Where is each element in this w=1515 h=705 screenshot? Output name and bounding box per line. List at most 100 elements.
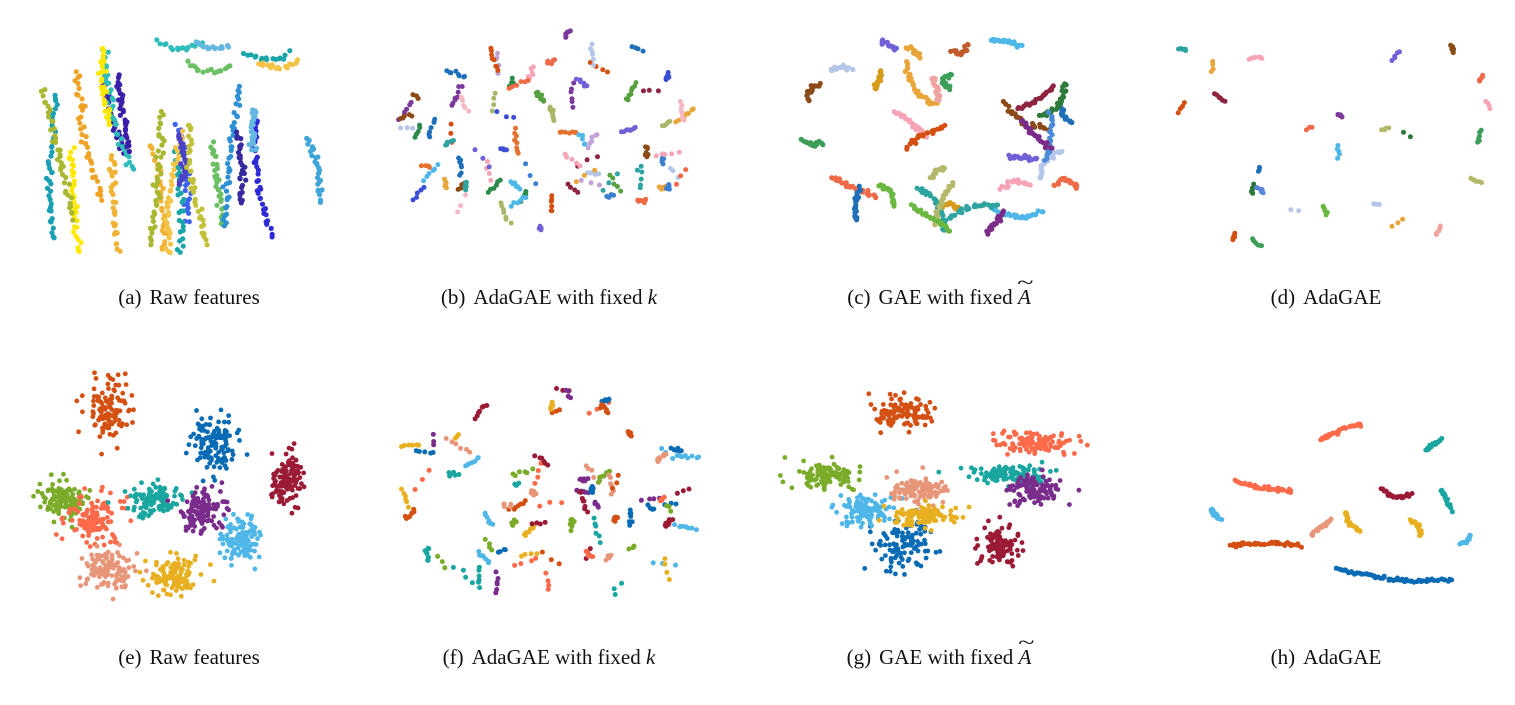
- scatter-point-g: [990, 554, 995, 559]
- scatter-point-b: [430, 168, 436, 173]
- scatter-point-g: [915, 501, 921, 507]
- scatter-point-a: [263, 212, 269, 218]
- scatter-point-g: [844, 514, 849, 520]
- scatter-point-g: [922, 548, 928, 554]
- scatter-point-b: [488, 48, 494, 54]
- scatter-point-e: [286, 458, 292, 464]
- scatter-point-a: [168, 178, 174, 184]
- scatter-point-e: [159, 504, 165, 510]
- scatter-point-g: [940, 504, 945, 510]
- scatter-point-g: [1045, 495, 1051, 501]
- scatter-point-g: [866, 517, 872, 522]
- scatter-point-f: [638, 497, 644, 503]
- scatter-point-c: [917, 55, 923, 61]
- scatter-point-a: [219, 44, 225, 50]
- scatter-point-e: [48, 499, 54, 504]
- scatter-point-e: [197, 517, 203, 523]
- scatter-point-d: [1259, 243, 1264, 249]
- scatter-point-d: [1336, 151, 1342, 157]
- scatter-point-a: [69, 157, 76, 163]
- scatter-point-a: [180, 128, 186, 134]
- scatter-point-e: [301, 484, 307, 490]
- scatter-point-a: [263, 55, 269, 61]
- scatter-point-c: [1049, 145, 1055, 151]
- scatter-point-e: [140, 515, 146, 521]
- scatter-point-g: [908, 478, 914, 483]
- scatter-point-f: [425, 557, 431, 563]
- scatter-point-a: [57, 147, 63, 153]
- scatter-point-b: [418, 187, 424, 193]
- scatter-point-a: [213, 153, 219, 159]
- scatter-point-g: [896, 560, 902, 566]
- scatter-point-b: [677, 99, 683, 104]
- scatter-point-a: [163, 41, 169, 47]
- scatter-point-b: [670, 168, 676, 174]
- scatter-point-e: [133, 568, 138, 574]
- scatter-point-f: [501, 501, 507, 507]
- scatter-point-g: [1041, 495, 1047, 501]
- scatter-point-e: [180, 497, 185, 502]
- scatter-point-e: [100, 560, 106, 566]
- scatter-point-g: [881, 531, 887, 536]
- scatter-point-f: [606, 554, 612, 560]
- scatter-point-b: [593, 133, 599, 138]
- scatter-point-e: [127, 407, 132, 413]
- scatter-point-b: [424, 174, 430, 179]
- scatter-point-b: [495, 50, 500, 56]
- scatter-point-f: [559, 500, 565, 506]
- scatter-point-d: [1250, 190, 1256, 196]
- scatter-point-g: [1001, 440, 1007, 446]
- scatter-point-c: [906, 77, 912, 83]
- scatter-point-g: [874, 417, 880, 422]
- scatter-point-g: [893, 392, 898, 398]
- scatter-point-b: [503, 216, 509, 222]
- scatter-point-b: [568, 89, 574, 95]
- scatter-point-f: [495, 576, 501, 581]
- scatter-point-a: [295, 57, 301, 63]
- scatter-point-e: [227, 433, 233, 439]
- scatter-point-g: [1005, 559, 1011, 565]
- scatter-point-e: [214, 459, 220, 465]
- scatter-point-e: [218, 489, 223, 494]
- scatter-point-g: [883, 568, 889, 574]
- scatter-point-g: [1076, 433, 1082, 439]
- scatter-point-a: [71, 199, 77, 206]
- scatter-point-a: [115, 141, 121, 147]
- scatter-point-e: [60, 520, 66, 526]
- scatter-point-f: [590, 490, 595, 495]
- scatter-point-a: [268, 225, 274, 231]
- scatter-point-c: [902, 116, 908, 122]
- scatter-point-g: [866, 391, 872, 397]
- scatter-point-a: [48, 181, 54, 187]
- scatter-point-g: [1012, 537, 1018, 543]
- scatter-point-g: [874, 502, 880, 508]
- scatter-point-e: [200, 450, 205, 456]
- scatter-point-a: [214, 202, 220, 208]
- scatter-point-a: [53, 139, 59, 145]
- scatter-point-a: [176, 217, 182, 224]
- scatter-point-e: [77, 575, 83, 581]
- scatter-point-g: [1014, 547, 1020, 553]
- scatter-point-e: [295, 470, 301, 476]
- scatter-point-e: [59, 536, 65, 542]
- scatter-point-e: [226, 413, 232, 418]
- scatter-point-e: [195, 457, 200, 463]
- scatter-point-e: [144, 499, 150, 505]
- scatter-point-a: [177, 249, 183, 255]
- scatter-point-f: [612, 592, 618, 597]
- scatter-point-e: [80, 512, 86, 518]
- scatter-point-a: [257, 195, 263, 202]
- scatter-point-a: [243, 177, 249, 183]
- scatter-point-b: [462, 105, 468, 110]
- scatter-point-b: [665, 185, 671, 191]
- scatter-point-c: [918, 207, 924, 213]
- scatter-point-e: [115, 560, 121, 565]
- scatter-point-f: [553, 408, 559, 414]
- scatter-point-a: [40, 93, 46, 99]
- scatter-point-e: [249, 534, 255, 540]
- scatter-point-g: [920, 415, 926, 421]
- scatter-point-e: [79, 393, 85, 399]
- scatter-point-a: [169, 182, 175, 188]
- scatter-point-e: [116, 417, 122, 423]
- scatter-point-f: [430, 431, 436, 437]
